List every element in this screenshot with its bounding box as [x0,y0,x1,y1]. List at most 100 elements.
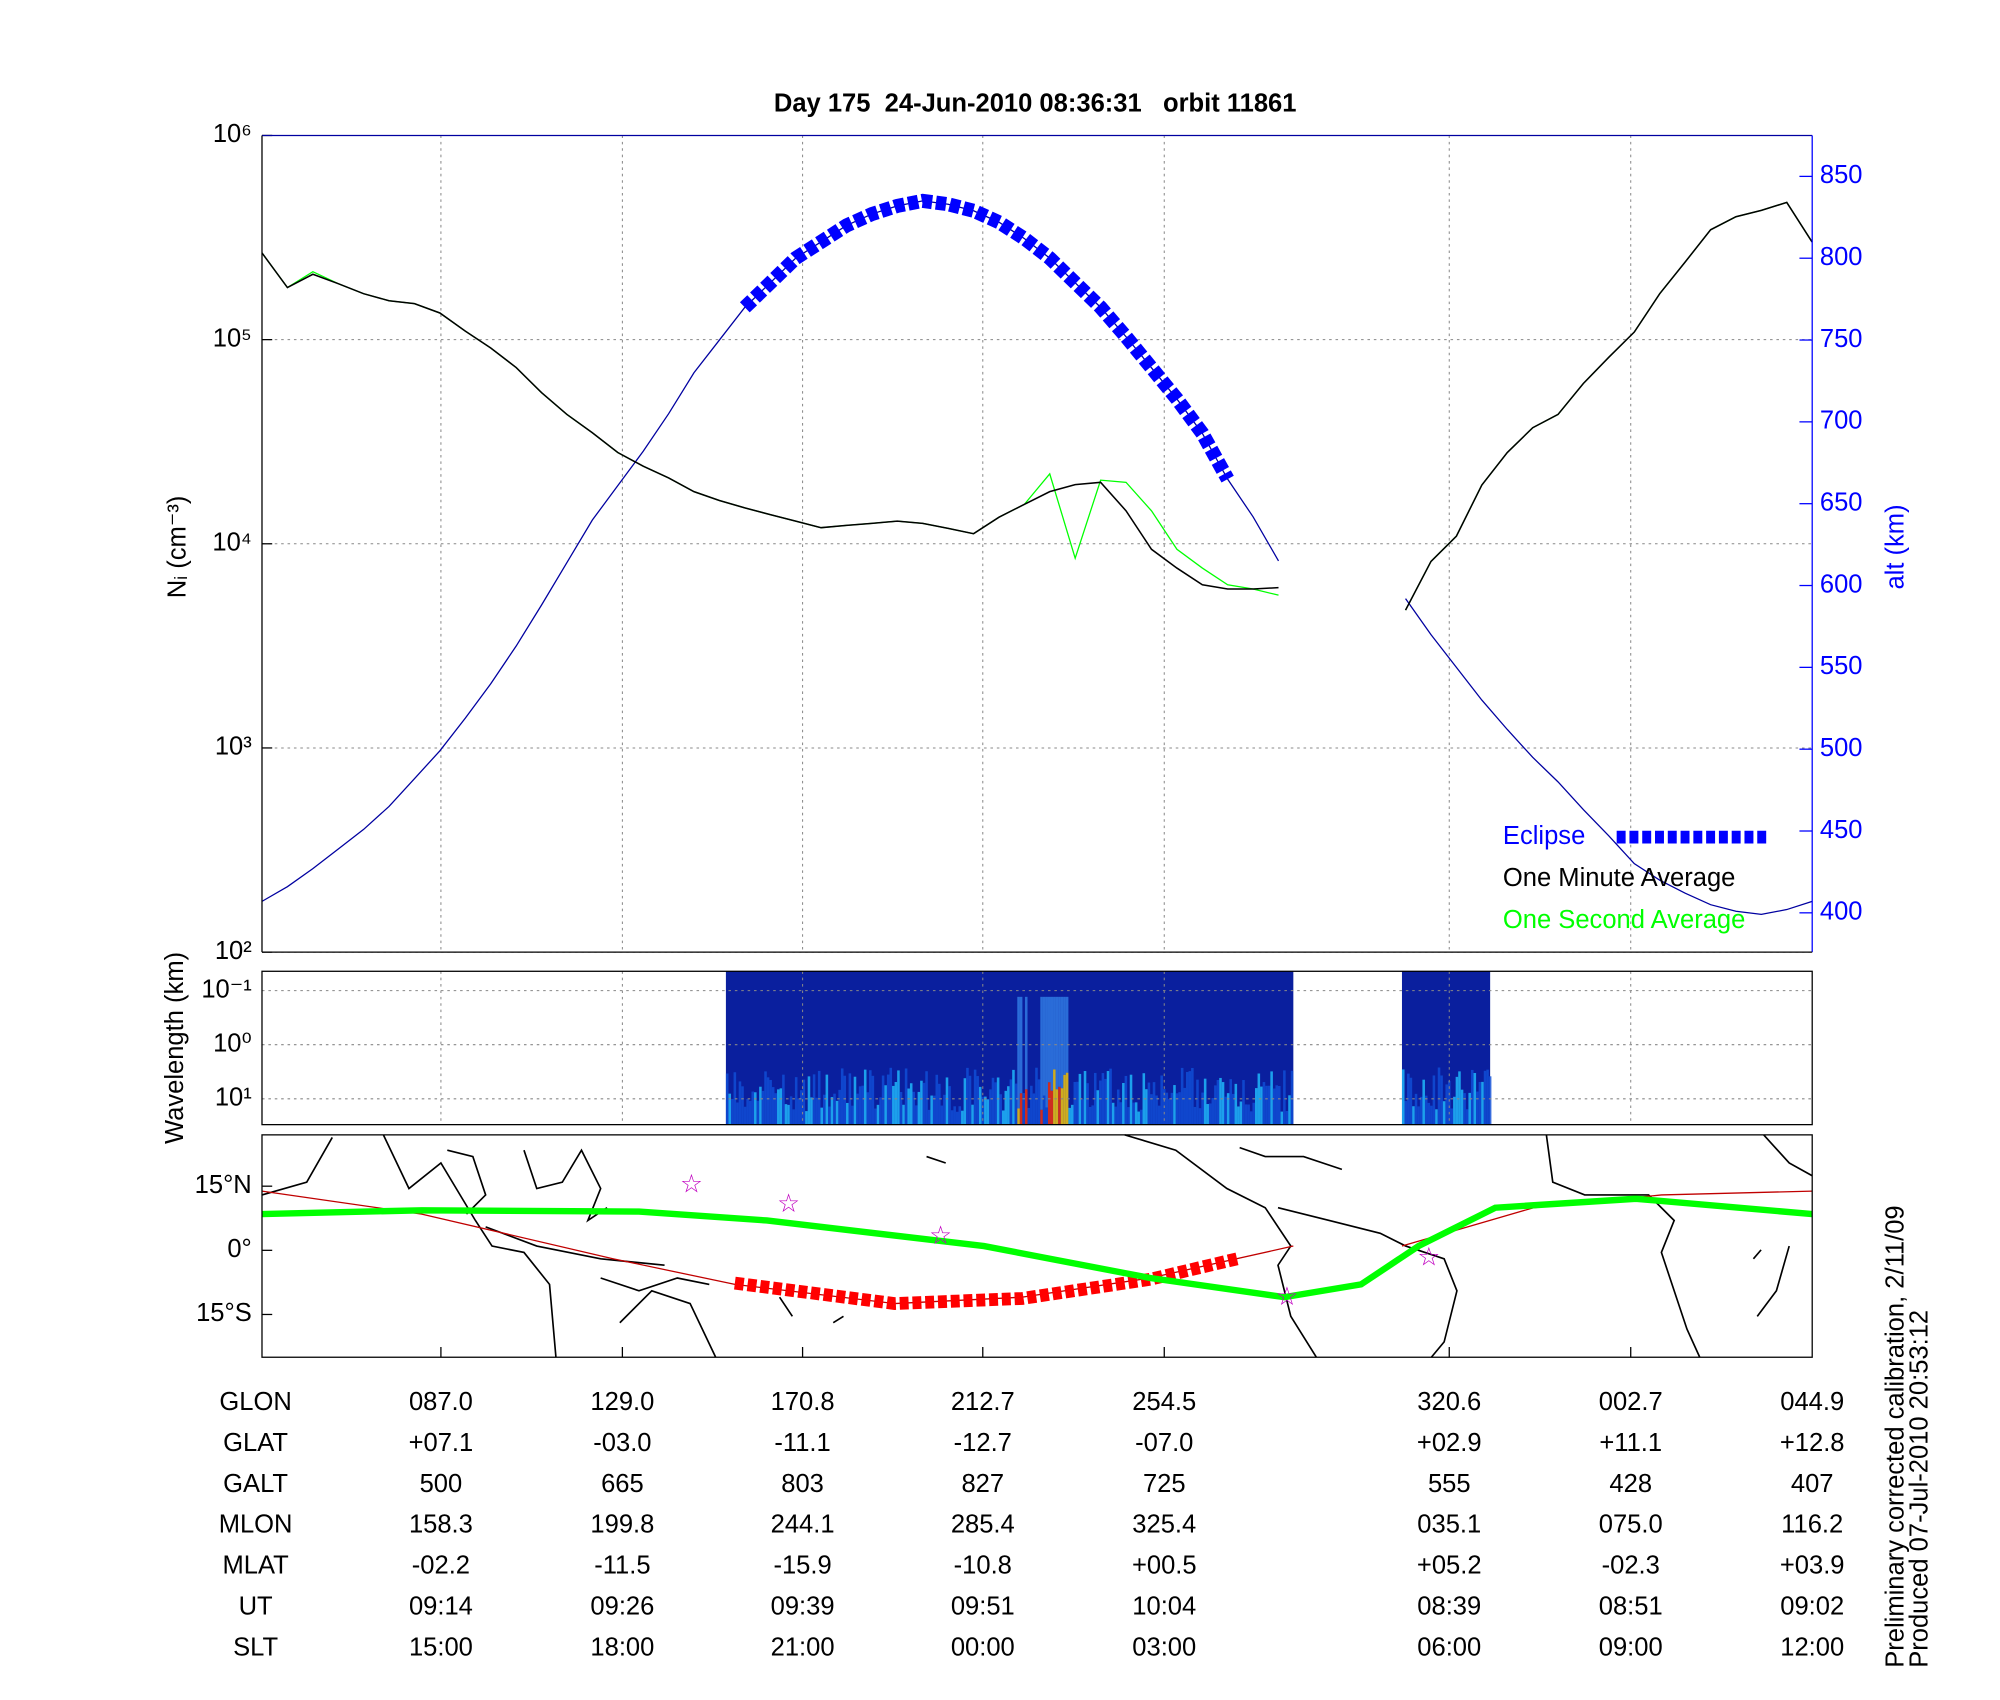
y2-tick-label: 700 [1820,407,1863,435]
spectrogram-streak [869,1070,872,1125]
table-row-label: MLAT [222,1552,289,1580]
table-cell: 06:00 [1417,1633,1481,1661]
spectrogram-streak [1109,1068,1112,1125]
spectrogram-streak [1206,1104,1209,1125]
spectrogram-streak [1280,1111,1284,1125]
spectrogram-streak [1155,1095,1158,1125]
spectrogram-streak [1288,1095,1291,1125]
spectrogram-streak [802,1079,806,1125]
spectrogram-streak [846,1102,849,1125]
spectrogram-streak [996,1077,1000,1125]
spectrogram-streak [731,1098,734,1125]
spectrogram-streak [838,1089,841,1125]
table-row-label: MLON [219,1511,293,1539]
spectrogram-streak [1111,1102,1115,1125]
spectrogram-streak [1185,1072,1189,1125]
spectrogram-streak [1435,1109,1438,1125]
chart-title: Day 175 24-Jun-2010 08:36:31 orbit 11861 [774,90,1297,118]
spectrogram-streak [1150,1094,1153,1125]
table-cell: +03.9 [1780,1552,1845,1580]
spectrogram-streak [1004,1090,1008,1125]
spectrogram-streak [1093,1072,1097,1125]
spectrogram-streak [1254,1088,1258,1125]
table-cell: 428 [1609,1470,1652,1498]
coastline [523,1148,608,1223]
spectrogram-streak [912,1091,916,1125]
spectrogram-streak [1224,1096,1227,1125]
table-cell: 03:00 [1132,1633,1196,1661]
spectrogram-streak [1070,1104,1074,1125]
coastline [1277,1206,1458,1358]
figure-body: Day 175 24-Jun-2010 08:36:31 orbit 11861… [161,90,1933,1668]
table-cell: 254.5 [1132,1388,1196,1416]
spectrogram-streak [1178,1092,1181,1125]
spectrogram-streak [1270,1071,1273,1125]
spectrogram-streak [1147,1082,1151,1125]
spectrogram-streak [800,1090,803,1125]
spectrogram-streak [858,1086,862,1125]
spectrogram-streak [1283,1070,1286,1125]
spectrogram-streak [1106,1070,1110,1125]
table-cell: -11.5 [594,1552,650,1580]
table-cell: 075.0 [1599,1511,1663,1539]
coastline [619,1289,794,1358]
spectrogram-streak [1083,1071,1087,1125]
table-cell: -15.9 [773,1552,831,1580]
spectrogram-streak [1078,1073,1082,1125]
coastline [447,1149,487,1215]
star: ☆ [777,1190,800,1218]
spectrogram-streak [817,1070,821,1125]
spectrogram-streak [1086,1083,1089,1125]
table-cell: 09:26 [590,1592,654,1620]
table-row-label: GALT [223,1470,288,1498]
spectrogram-streak [935,1074,939,1125]
spectrogram-streak [1073,1081,1077,1125]
spectrogram-streak [728,1093,732,1125]
spectrogram-streak [1050,996,1054,1091]
spectrogram-streak [853,1076,857,1125]
table-cell: 00:00 [951,1633,1015,1661]
table-cell: 170.8 [771,1388,835,1416]
spectrogram-streak [1237,1106,1240,1125]
spectrogram-streak [1188,1071,1192,1125]
spectrogram-streak [1422,1079,1425,1125]
star: ☆ [1417,1244,1440,1272]
spectrogram-streak [777,1089,780,1125]
spectrogram-streak [971,1104,974,1125]
spectrogram-streak [1060,996,1064,1089]
table-cell: 407 [1791,1470,1834,1498]
spectrogram-streak [1211,1097,1215,1125]
spectrogram-streak [1101,1073,1105,1125]
table-cell: 002.7 [1599,1388,1663,1416]
spectrogram-streak [932,1095,936,1125]
y-tick-label: 10⁶ [213,120,252,148]
spectrogram-streak [945,1077,949,1125]
spectrogram-streak [1019,996,1023,1094]
spectrogram-streak [984,1096,987,1125]
y2-axis-label: alt (km) [1881,504,1909,589]
spectrogram-streak [1272,1088,1276,1125]
spectrogram-streak [1145,1089,1148,1125]
spectrogram-streak [986,1099,990,1125]
spectrogram-streak [1244,1104,1248,1125]
spectrogram-streak [1040,1109,1043,1125]
spectrogram-y-label: Wavelength (km) [161,952,189,1144]
y2-tick-label: 550 [1820,652,1863,680]
spectrogram-streak [902,1104,905,1125]
spectrogram-streak [894,1082,898,1125]
spectrogram-streak [794,1077,798,1125]
spectrogram-streak [1047,1082,1051,1125]
spectrogram-streak [1453,1096,1456,1125]
spectrogram-streak [1445,1084,1448,1125]
spectrogram-streak [1019,1093,1023,1125]
spectrogram-streak [1285,1110,1289,1125]
spectrogram-streak [1040,996,1043,1110]
spectrogram-streak [1045,1107,1048,1125]
spectrogram-streak [792,1109,795,1125]
spectrogram-streak [1007,1086,1010,1125]
spectrogram-streak [1231,1093,1235,1125]
spectrogram-streak [1478,1082,1482,1125]
spectrogram-streak [1242,1080,1245,1125]
table-cell: 08:51 [1599,1592,1663,1620]
spectrogram-streak [1214,1085,1217,1125]
